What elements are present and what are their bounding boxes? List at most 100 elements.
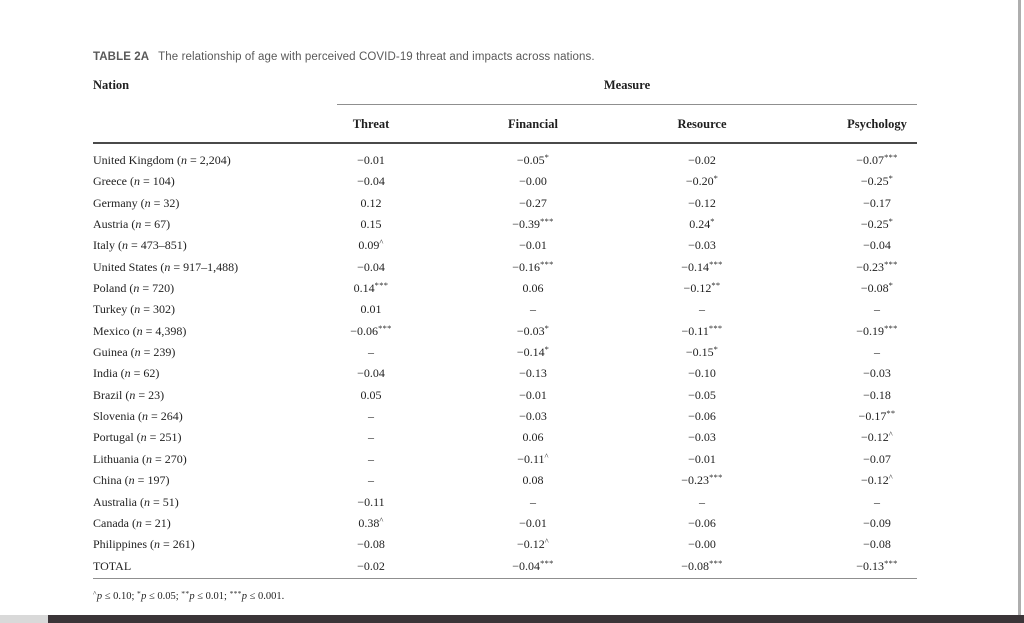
nation-cell: Germany (n = 32) [93, 195, 180, 210]
value-cell: −0.02 [357, 558, 385, 573]
table-row: Poland (n = 720) 0.14*** 0.06 −0.12** −0.08* [93, 278, 917, 299]
table-body: United Kingdom (n = 2,204) −0.01 −0.05* −0.… [93, 150, 917, 577]
nation-cell: United States (n = 917–1,488) [93, 259, 239, 274]
nation-cell: Austria (n = 67) [93, 217, 171, 232]
nation-cell: Australia (n = 51) [93, 494, 179, 509]
value-cell: −0.12** [683, 280, 721, 296]
value-cell: −0.03 [688, 238, 716, 253]
table-row: Turkey (n = 302) 0.01 – – – [93, 299, 917, 320]
nation-cell: Philippines (n = 261) [93, 537, 195, 552]
nation-cell: TOTAL [93, 558, 132, 573]
value-cell: −0.25* [860, 173, 894, 189]
value-cell: −0.07 [863, 451, 891, 466]
value-cell: −0.04*** [512, 557, 554, 573]
value-cell: – [699, 494, 705, 509]
table-row: China (n = 197) – 0.08 −0.23*** −0.12^ [93, 470, 917, 491]
value-cell: −0.03 [688, 430, 716, 445]
nation-cell: Portugal (n = 251) [93, 430, 182, 445]
value-cell: −0.11*** [681, 322, 723, 338]
bottom-bar-dark-segment [48, 615, 1024, 623]
value-cell: – [699, 302, 705, 317]
value-cell: −0.08* [860, 280, 894, 296]
table-row: Philippines (n = 261) −0.08 −0.12^ −0.00 −0.… [93, 534, 917, 555]
table-row: Canada (n = 21) 0.38^ −0.01 −0.06 −0.09 [93, 513, 917, 534]
window-edge-scrollbar[interactable] [1018, 0, 1021, 623]
nation-cell: Mexico (n = 4,398) [93, 323, 187, 338]
value-cell: −0.08 [357, 537, 385, 552]
nation-cell: Lithuania (n = 270) [93, 451, 187, 466]
value-cell: −0.03* [516, 322, 550, 338]
value-cell: 0.06 [522, 281, 544, 296]
value-cell: −0.05* [516, 152, 550, 167]
table-row: TOTAL −0.02 −0.04*** −0.08*** −0.13*** [93, 556, 917, 577]
value-cell: 0.15 [360, 217, 382, 232]
value-cell: −0.09 [863, 515, 891, 530]
value-cell: −0.04 [863, 238, 891, 253]
value-cell: −0.06 [688, 515, 716, 530]
value-cell: −0.12^ [860, 472, 894, 488]
table-row: Guinea (n = 239) – −0.14* −0.15* – [93, 342, 917, 363]
value-cell: −0.27 [519, 195, 547, 210]
value-cell: −0.14*** [681, 258, 723, 274]
value-cell: −0.17** [858, 408, 896, 424]
value-cell: −0.07*** [856, 152, 898, 167]
value-cell: −0.01 [519, 387, 547, 402]
table-row: Brazil (n = 23) 0.05 −0.01 −0.05 −0.18 [93, 385, 917, 406]
table-row: Greece (n = 104) −0.04 −0.00 −0.20* −0.25* [93, 171, 917, 192]
column-header-nation: Nation [93, 78, 130, 92]
value-cell: −0.01 [357, 153, 385, 167]
table-row: United Kingdom (n = 2,204) −0.01 −0.05* −0.… [93, 150, 917, 171]
value-cell: −0.23*** [856, 258, 898, 274]
table-row: United States (n = 917–1,488) −0.04 −0.16*… [93, 257, 917, 278]
table-row: Italy (n = 473–851) 0.09^ −0.01 −0.03 −0.04 [93, 235, 917, 256]
value-cell: −0.19*** [856, 322, 898, 338]
value-cell: – [874, 345, 880, 360]
nation-cell: Guinea (n = 239) [93, 345, 176, 360]
nation-cell: Greece (n = 104) [93, 174, 175, 189]
column-header-psychology: Psychology [847, 117, 907, 131]
value-cell: 0.06 [522, 430, 544, 445]
value-cell: −0.03 [863, 366, 891, 381]
value-cell: 0.24* [689, 216, 715, 232]
value-cell: 0.12 [360, 195, 382, 210]
nation-cell: Slovenia (n = 264) [93, 409, 183, 424]
value-cell: −0.12^ [860, 429, 894, 445]
table-row: India (n = 62) −0.04 −0.13 −0.10 −0.03 [93, 363, 917, 384]
span-header-measure: Measure [603, 78, 651, 92]
value-cell: – [368, 409, 374, 424]
nation-cell: India (n = 62) [93, 366, 160, 381]
value-cell: −0.13 [519, 366, 547, 381]
value-cell: – [368, 345, 374, 360]
value-cell: −0.04 [357, 259, 385, 274]
value-cell: −0.10 [688, 366, 716, 381]
table-row: Austria (n = 67) 0.15 −0.39*** 0.24* −0.25* [93, 214, 917, 235]
value-cell: 0.38^ [358, 514, 384, 530]
value-cell: −0.01 [519, 515, 547, 530]
significance-footnote: ^p ≤ 0.10; *p ≤ 0.05; **p ≤ 0.01; ***p ≤… [93, 589, 285, 602]
value-cell: −0.08 [863, 537, 891, 552]
value-cell: −0.04 [357, 366, 385, 381]
value-cell: 0.08 [522, 473, 544, 488]
nation-cell: China (n = 197) [93, 473, 170, 488]
value-cell: −0.05 [688, 387, 716, 402]
table-row: Germany (n = 32) 0.12 −0.27 −0.12 −0.17 [93, 193, 917, 214]
value-cell: 0.01 [360, 302, 382, 317]
value-cell: −0.13*** [856, 557, 898, 573]
value-cell: −0.06*** [350, 322, 392, 338]
value-cell: −0.11 [357, 494, 385, 509]
table-row: Mexico (n = 4,398) −0.06*** −0.03* −0.11***… [93, 321, 917, 342]
nation-cell: Canada (n = 21) [93, 515, 171, 530]
value-cell: – [368, 430, 374, 445]
measure-underline-rule [337, 104, 917, 105]
value-cell: −0.25* [860, 216, 894, 232]
value-cell: −0.03 [519, 409, 547, 424]
value-cell: – [874, 302, 880, 317]
table-title-label: TABLE 2A [93, 51, 150, 63]
column-header-financial: Financial [507, 117, 559, 131]
value-cell: – [874, 494, 880, 509]
table-row: Australia (n = 51) −0.11 – – – [93, 492, 917, 513]
value-cell: 0.05 [360, 387, 382, 402]
value-cell: −0.18 [863, 387, 891, 402]
value-cell: −0.16*** [512, 258, 554, 274]
